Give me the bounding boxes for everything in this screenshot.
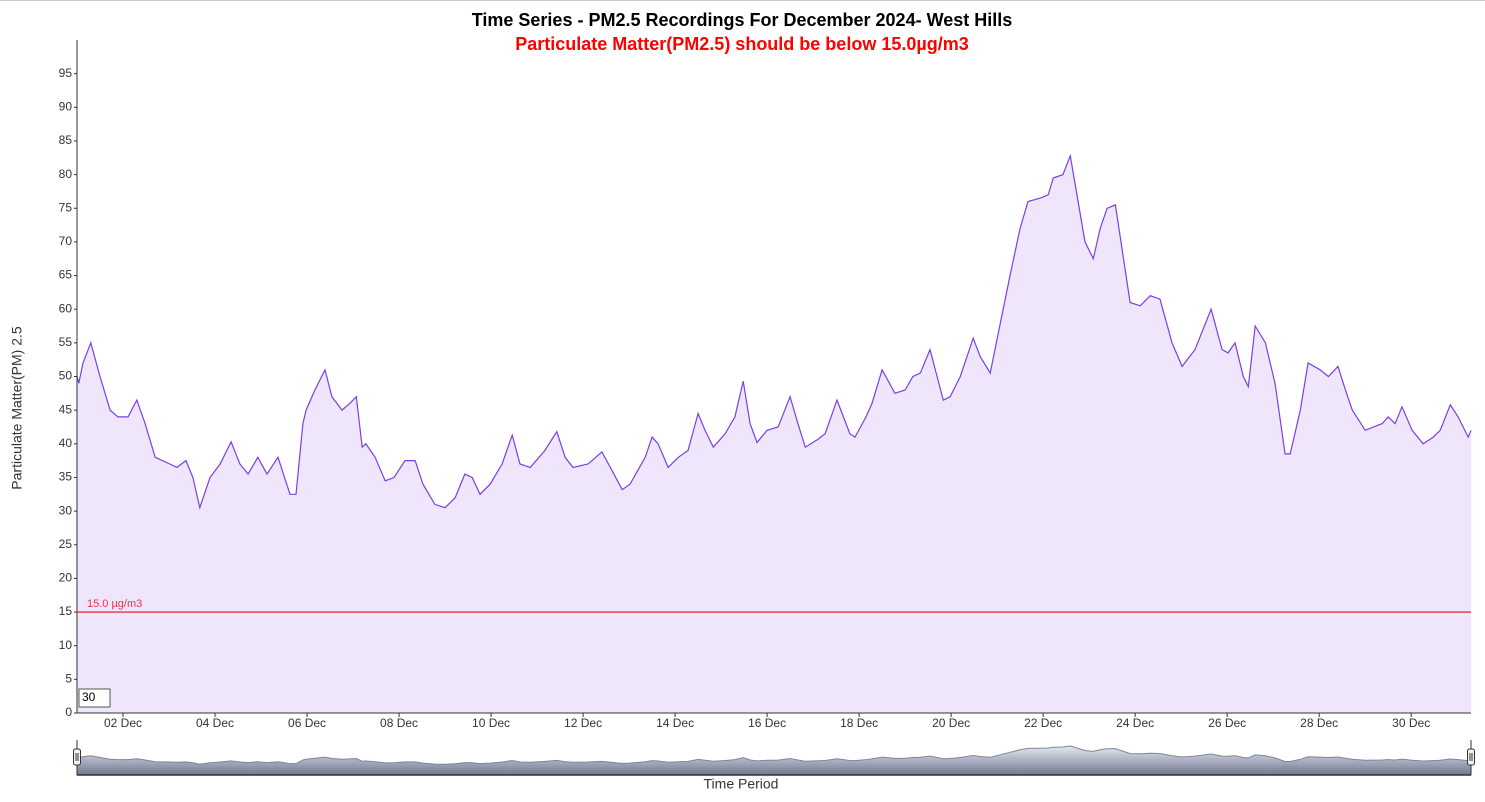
y-tick-label: 45 — [59, 402, 73, 416]
y-tick-label: 10 — [59, 638, 73, 652]
x-tick-label: 10 Dec — [472, 716, 510, 730]
area-fill — [77, 155, 1471, 714]
zoom-input — [78, 688, 111, 708]
y-tick-label: 85 — [59, 133, 73, 147]
x-tick-label: 16 Dec — [748, 716, 786, 730]
y-tick-label: 20 — [59, 571, 73, 585]
zoom-input-value: 30 — [82, 690, 96, 704]
y-tick-label: 15 — [59, 604, 73, 618]
navigator-handle[interactable] — [73, 748, 81, 766]
x-tick-label: 28 Dec — [1300, 716, 1338, 730]
navigator-area — [76, 745, 1472, 776]
y-tick-label: 55 — [59, 335, 73, 349]
y-tick-label: 60 — [59, 301, 73, 315]
y-axis-title: Particulate Matter(PM) 2.5 — [9, 326, 25, 490]
y-tick-label: 35 — [59, 470, 73, 484]
y-tick-label: 95 — [59, 66, 73, 80]
navigator-handle[interactable] — [1467, 748, 1475, 766]
x-tick-label: 24 Dec — [1116, 716, 1154, 730]
y-tick-label: 90 — [59, 99, 73, 113]
x-tick-label: 02 Dec — [104, 716, 142, 730]
chart-title: Time Series - PM2.5 Recordings For Decem… — [472, 10, 1013, 30]
x-tick-label: 30 Dec — [1392, 716, 1430, 730]
x-axis-title: Time Period — [704, 776, 779, 792]
area-line — [76, 153, 1472, 510]
chart-subtitle: Particulate Matter(PM2.5) should be belo… — [515, 34, 968, 54]
x-tick-label: 04 Dec — [196, 716, 234, 730]
x-tick-label: 22 Dec — [1024, 716, 1062, 730]
y-tick-label: 80 — [59, 167, 73, 181]
x-tick-label: 12 Dec — [564, 716, 602, 730]
x-tick-label: 18 Dec — [840, 716, 878, 730]
y-tick-label: 5 — [65, 672, 72, 686]
x-tick-label: 20 Dec — [932, 716, 970, 730]
y-tick-label: 25 — [59, 537, 73, 551]
threshold-label: 15.0 µg/m3 — [87, 598, 142, 610]
x-tick-label: 06 Dec — [288, 716, 326, 730]
y-tick-label: 50 — [59, 369, 73, 383]
x-tick-label: 08 Dec — [380, 716, 418, 730]
x-tick-label: 26 Dec — [1208, 716, 1246, 730]
y-tick-label: 75 — [59, 200, 73, 214]
y-tick-label: 70 — [59, 234, 73, 248]
y-tick-label: 65 — [59, 268, 73, 282]
x-tick-label: 14 Dec — [656, 716, 694, 730]
y-tick-label: 40 — [59, 436, 73, 450]
y-tick-label: 30 — [59, 503, 73, 517]
y-tick-label: 0 — [65, 705, 72, 719]
